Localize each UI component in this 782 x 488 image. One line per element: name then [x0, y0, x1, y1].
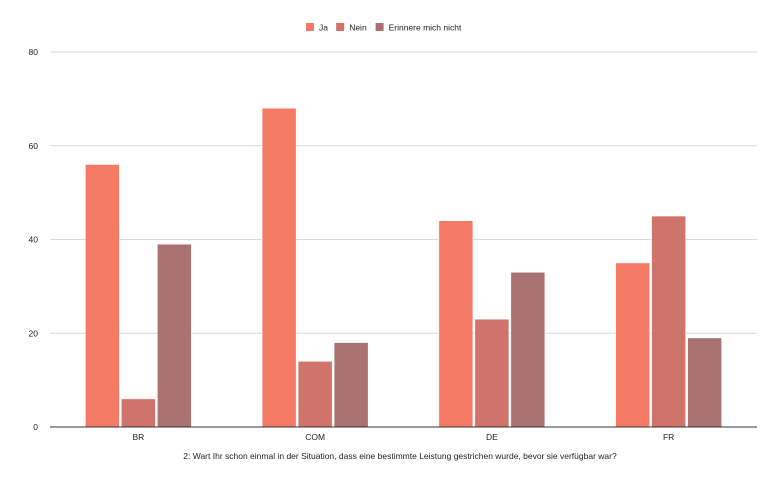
bar-de-nein — [474, 318, 510, 428]
bar-br-ja — [85, 164, 120, 428]
y-tick-label: 40 — [29, 235, 39, 245]
x-tick-label: BR — [132, 432, 144, 442]
bar-fr-erinnere-mich-nicht — [687, 337, 722, 428]
bar-br-nein — [121, 398, 156, 428]
gridlines — [50, 51, 757, 334]
x-axis-title: 2: Wart Ihr schon einmal in der Situatio… — [183, 451, 617, 461]
bar-com-erinnere-mich-nicht — [333, 342, 369, 428]
legend-swatch — [375, 23, 384, 31]
x-tick-label: FR — [663, 432, 674, 442]
bar-com-ja — [261, 108, 297, 428]
y-tick-label: 0 — [33, 422, 38, 432]
legend-label: Erinnere mich nicht — [389, 23, 462, 33]
bar-br-erinnere-mich-nicht — [157, 243, 192, 428]
bar-de-ja — [438, 220, 474, 428]
y-tick-label: 20 — [29, 328, 39, 338]
bars — [85, 108, 722, 428]
y-tick-label: 80 — [29, 47, 39, 57]
legend-label: Nein — [349, 23, 367, 33]
bar-com-nein — [297, 361, 333, 428]
bar-de-erinnere-mich-nicht — [510, 272, 546, 428]
legend: Ja Nein Erinnere mich nicht — [306, 23, 462, 33]
legend-swatch — [336, 23, 345, 31]
legend-label: Ja — [319, 23, 328, 33]
bar-fr-nein — [651, 215, 686, 428]
y-tick-label: 60 — [29, 141, 39, 151]
bar-fr-ja — [615, 262, 650, 428]
legend-swatch — [306, 23, 314, 31]
x-axis-ticks: BR COM DE FR — [132, 432, 674, 442]
x-tick-label: COM — [305, 432, 325, 442]
y-axis-ticks: 0 20 40 60 80 — [29, 47, 39, 432]
x-tick-label: DE — [486, 432, 498, 442]
